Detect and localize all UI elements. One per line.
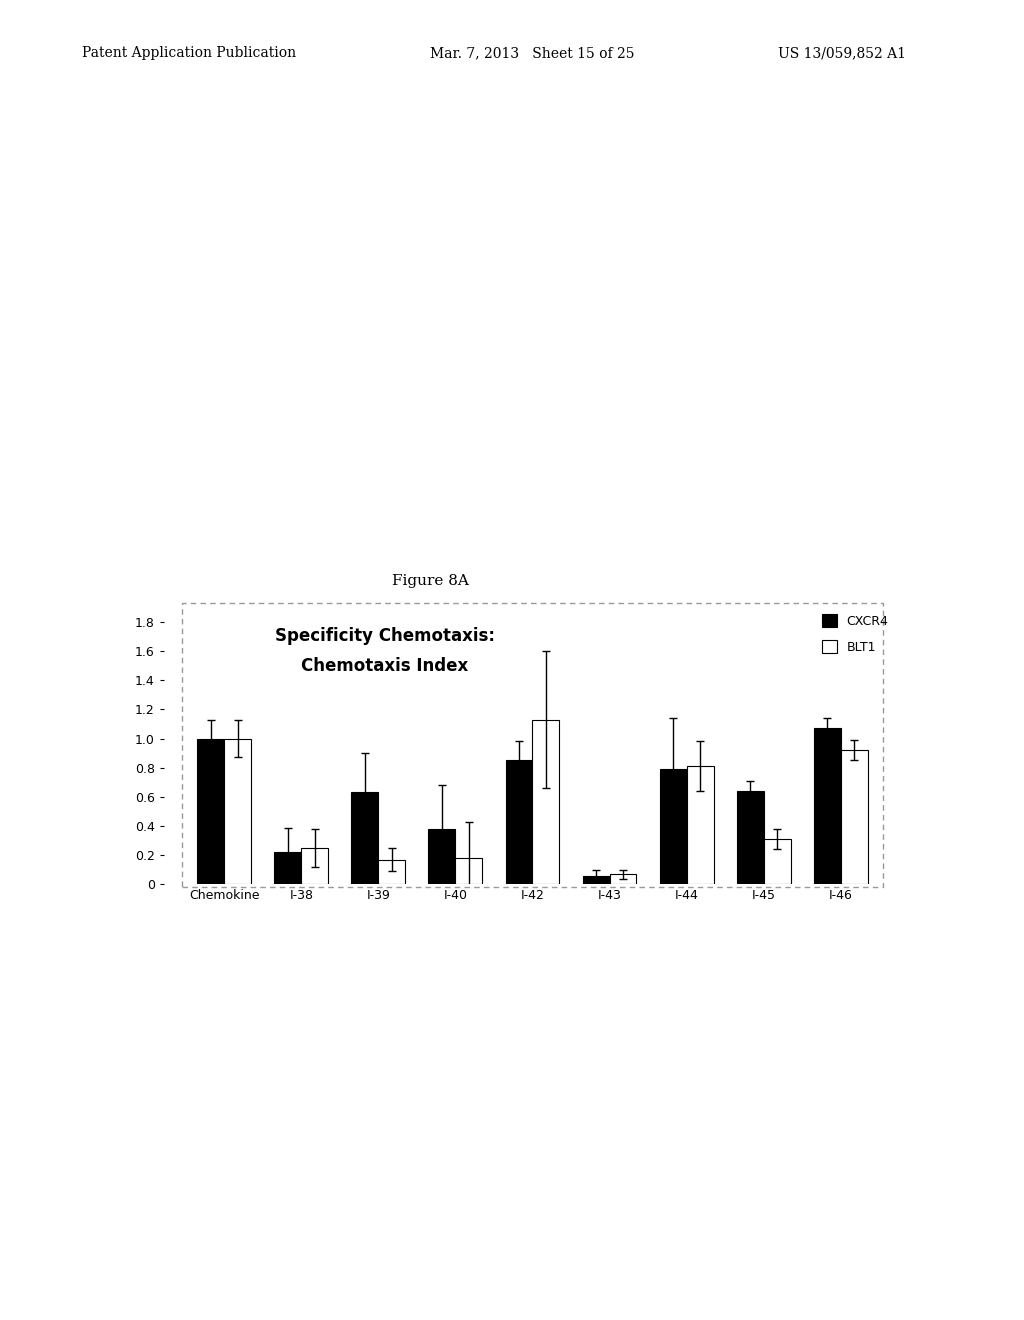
Bar <box>686 766 714 884</box>
Bar <box>351 792 379 884</box>
Text: Specificity Chemotaxis:: Specificity Chemotaxis: <box>275 627 495 644</box>
Text: Mar. 7, 2013   Sheet 15 of 25: Mar. 7, 2013 Sheet 15 of 25 <box>430 46 635 61</box>
Legend: CXCR4, BLT1: CXCR4, BLT1 <box>815 609 895 660</box>
Bar <box>301 847 329 884</box>
Bar <box>532 719 559 884</box>
Bar <box>736 791 764 884</box>
Bar <box>764 840 791 884</box>
Bar <box>609 874 637 884</box>
Text: US 13/059,852 A1: US 13/059,852 A1 <box>778 46 906 61</box>
Text: Patent Application Publication: Patent Application Publication <box>82 46 296 61</box>
Bar <box>814 729 841 884</box>
Bar <box>224 738 251 884</box>
Text: Chemotaxis Index: Chemotaxis Index <box>301 657 469 675</box>
Bar <box>198 738 224 884</box>
Bar <box>506 760 532 884</box>
Bar <box>274 853 301 884</box>
Bar <box>583 875 609 884</box>
Bar <box>456 858 482 884</box>
Bar <box>659 770 686 884</box>
Bar <box>841 750 867 884</box>
Bar <box>379 859 406 884</box>
Text: Figure 8A: Figure 8A <box>391 574 469 589</box>
Bar <box>428 829 456 884</box>
